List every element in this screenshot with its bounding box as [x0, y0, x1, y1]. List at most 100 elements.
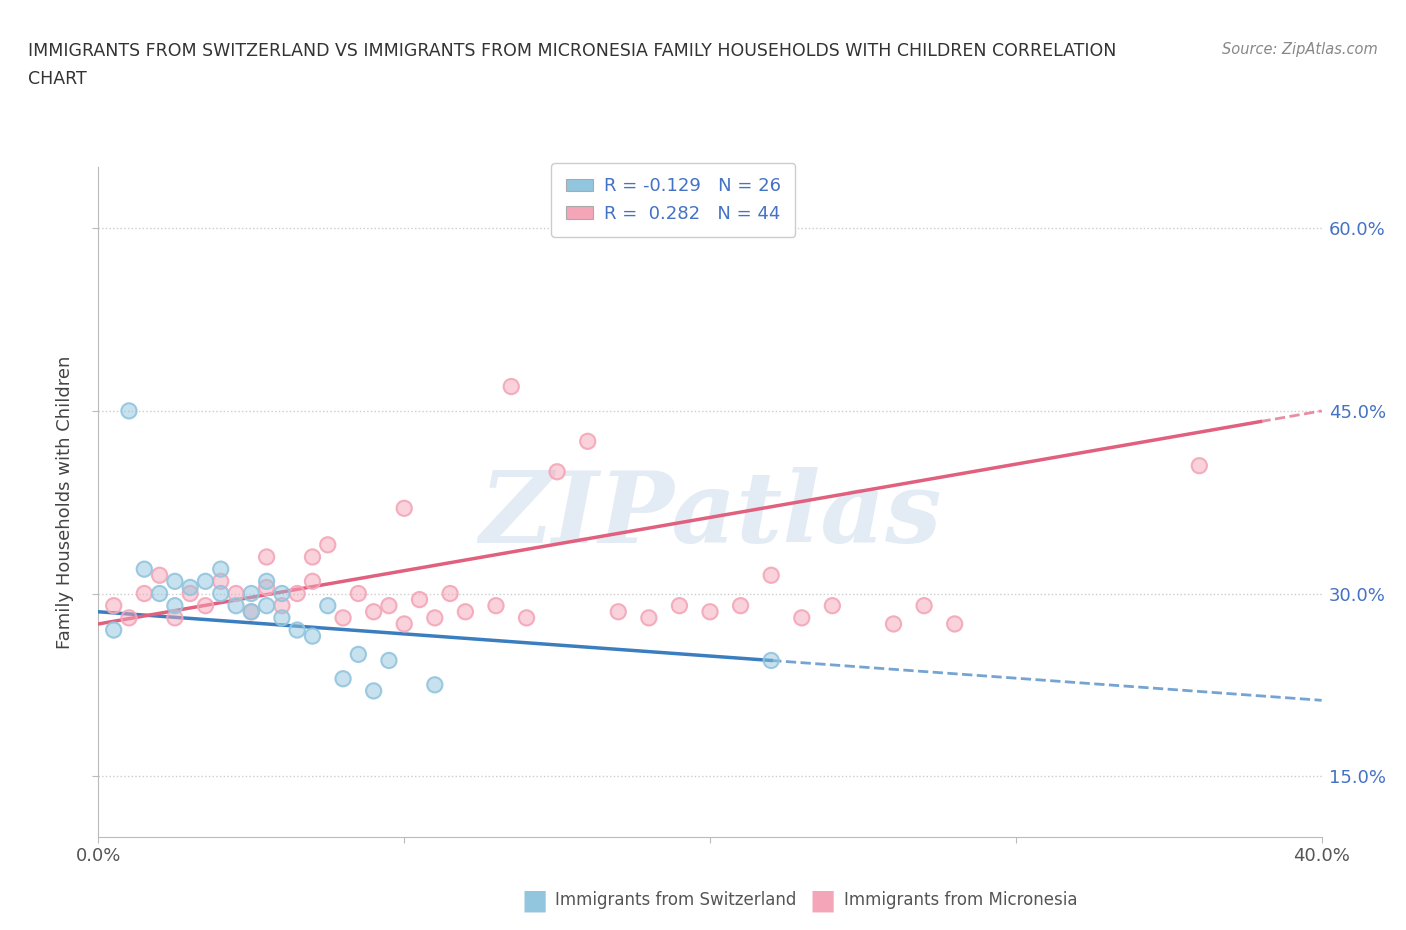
- Point: [392, 501, 416, 516]
- Point: [516, 610, 538, 625]
- Point: [179, 586, 201, 601]
- Point: [668, 598, 690, 613]
- Point: [301, 574, 323, 589]
- Point: [347, 586, 370, 601]
- Text: Source: ZipAtlas.com: Source: ZipAtlas.com: [1222, 42, 1378, 57]
- Point: [316, 598, 339, 613]
- Point: [1188, 458, 1211, 473]
- Point: [194, 574, 217, 589]
- Point: [270, 598, 294, 613]
- Point: [332, 610, 354, 625]
- Point: [912, 598, 935, 613]
- Point: [576, 434, 599, 449]
- Point: [347, 647, 370, 662]
- Point: [225, 598, 247, 613]
- Point: [607, 604, 630, 619]
- Point: [194, 598, 217, 613]
- Point: [240, 586, 263, 601]
- Point: [209, 586, 232, 601]
- Point: [546, 464, 568, 479]
- Point: [501, 379, 523, 394]
- Point: [392, 501, 416, 516]
- Point: [638, 610, 661, 625]
- Point: [209, 586, 232, 601]
- Point: [134, 562, 156, 577]
- Point: [761, 653, 783, 668]
- Point: [423, 677, 446, 692]
- Point: [134, 586, 156, 601]
- Point: [501, 379, 523, 394]
- Legend: R = -0.129   N = 26, R =  0.282   N = 44: R = -0.129 N = 26, R = 0.282 N = 44: [551, 163, 796, 237]
- Point: [316, 538, 339, 552]
- Point: [256, 574, 278, 589]
- Point: [163, 610, 186, 625]
- Point: [194, 598, 217, 613]
- Point: [118, 404, 141, 418]
- Point: [240, 604, 263, 619]
- Point: [225, 586, 247, 601]
- Point: [149, 586, 172, 601]
- Point: [912, 598, 935, 613]
- Point: [256, 580, 278, 595]
- Point: [163, 574, 186, 589]
- Point: [730, 598, 752, 613]
- Point: [668, 598, 690, 613]
- Point: [285, 622, 308, 637]
- Point: [883, 617, 905, 631]
- Point: [1188, 458, 1211, 473]
- Text: IMMIGRANTS FROM SWITZERLAND VS IMMIGRANTS FROM MICRONESIA FAMILY HOUSEHOLDS WITH: IMMIGRANTS FROM SWITZERLAND VS IMMIGRANT…: [28, 42, 1116, 60]
- Point: [316, 538, 339, 552]
- Point: [883, 617, 905, 631]
- Point: [103, 622, 125, 637]
- Point: [576, 434, 599, 449]
- Text: Immigrants from Switzerland: Immigrants from Switzerland: [555, 891, 797, 910]
- Point: [103, 598, 125, 613]
- Point: [378, 653, 401, 668]
- Point: [301, 629, 323, 644]
- Point: [301, 629, 323, 644]
- Text: CHART: CHART: [28, 70, 87, 87]
- Point: [270, 586, 294, 601]
- Point: [699, 604, 721, 619]
- Point: [179, 580, 201, 595]
- Point: [163, 598, 186, 613]
- Point: [332, 610, 354, 625]
- Point: [730, 598, 752, 613]
- Point: [134, 586, 156, 601]
- Point: [423, 610, 446, 625]
- Point: [209, 562, 232, 577]
- Point: [134, 562, 156, 577]
- Point: [316, 598, 339, 613]
- Point: [256, 598, 278, 613]
- Point: [699, 604, 721, 619]
- Point: [103, 622, 125, 637]
- Point: [256, 550, 278, 565]
- Point: [270, 610, 294, 625]
- Point: [454, 604, 477, 619]
- Point: [485, 598, 508, 613]
- Point: [209, 574, 232, 589]
- Point: [408, 592, 430, 607]
- Point: [256, 580, 278, 595]
- Point: [607, 604, 630, 619]
- Point: [179, 586, 201, 601]
- Point: [392, 617, 416, 631]
- Text: ZIPatlas: ZIPatlas: [479, 468, 941, 564]
- Point: [378, 598, 401, 613]
- Point: [761, 568, 783, 583]
- Point: [546, 464, 568, 479]
- Point: [392, 617, 416, 631]
- Point: [270, 598, 294, 613]
- Point: [240, 604, 263, 619]
- Point: [761, 568, 783, 583]
- Point: [256, 550, 278, 565]
- Point: [256, 598, 278, 613]
- Point: [149, 568, 172, 583]
- Point: [225, 598, 247, 613]
- Point: [378, 598, 401, 613]
- Point: [821, 598, 844, 613]
- Point: [270, 586, 294, 601]
- Point: [194, 574, 217, 589]
- Point: [332, 671, 354, 686]
- Point: [256, 574, 278, 589]
